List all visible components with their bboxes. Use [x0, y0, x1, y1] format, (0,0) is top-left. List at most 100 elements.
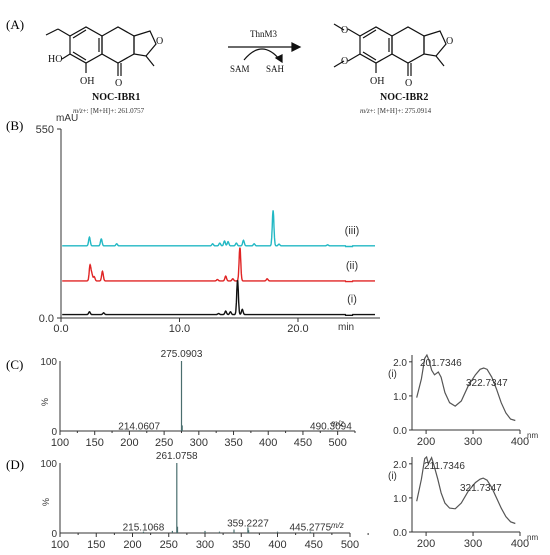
panel-label-c: (C): [6, 357, 23, 372]
uv-d-x-tick-label: 400: [511, 538, 529, 550]
ms-c-x-tick-label: 500: [328, 437, 346, 449]
substrate-keto-oxygen: O: [115, 78, 122, 89]
uv-c-y-tick-label: 1.0: [393, 392, 407, 403]
hplc-trace-1: [62, 210, 375, 248]
hplc-trace-3: [62, 280, 375, 316]
uv-d-spectrum-line: [416, 455, 516, 525]
panel-label-a: (A): [6, 17, 24, 32]
ms-c-y-tick-label: 100: [40, 357, 57, 368]
ms-c-y-tick-label: 0: [51, 427, 57, 438]
ms-d-peak-label: 445.2775: [289, 523, 331, 534]
uv-c-peak2: 322.7347: [466, 378, 508, 389]
ms-c-x-tick-label: 150: [86, 437, 104, 449]
uv-d-peak2: 321.7347: [460, 483, 502, 494]
ms-d-xlabel: m/z: [331, 521, 344, 530]
product-keto-oxygen: O: [405, 78, 412, 89]
hplc-x-tick-label: 10.0: [169, 323, 190, 335]
ms-d-x-tick-label: 250: [160, 539, 178, 551]
ms-d-x-tick-label: 400: [268, 539, 286, 551]
uv-c-peak1: 201.7346: [420, 358, 462, 369]
ms-c-peak-label: 214.0607: [118, 421, 160, 432]
uv-d-label: (i): [388, 471, 397, 482]
uv-d-y-tick-label: 2.0: [393, 460, 407, 471]
ms-d-x-tick-label: 150: [87, 539, 105, 551]
ms-c-x-tick-label: 200: [120, 437, 138, 449]
hplc-x-tick-label: 0.0: [53, 323, 68, 335]
uv-chart-c: (i) nm 200 300 400 0.0 1.0 2.0 201.7346 322.7…: [388, 353, 538, 448]
product-structure: [333, 23, 447, 76]
substrate-oh1-atom: HO: [48, 54, 62, 65]
ms-c-peak-label: 275.0903: [161, 349, 203, 360]
uv-c-y-tick-label: 2.0: [393, 358, 407, 369]
ms-d-x-tick-label: 300: [196, 539, 214, 551]
uv-chart-d: (i) nm 200 300 400 0.0 1.0 2.0 211.7346 321.7…: [388, 455, 538, 550]
hplc-series-label: (i): [347, 294, 357, 306]
ms-d-x-tick-label: 200: [123, 539, 141, 551]
ms-c-x-tick-label: 450: [294, 437, 312, 449]
ms-c-x-tick-label: 400: [259, 437, 277, 449]
panel-label-d: (D): [6, 457, 24, 472]
hplc-y-tick-label: 0.0: [39, 313, 54, 325]
uv-d-x-tick-label: 300: [464, 538, 482, 550]
ms-d-x-tick-label: 450: [305, 539, 323, 551]
cofactor-sam-label: SAM: [230, 64, 250, 74]
ms-d-x-tick-label: 500: [341, 539, 359, 551]
uv-d-xlabel: nm: [527, 533, 538, 542]
uv-d-peak1: 211.7346: [424, 461, 465, 472]
product-o2-atom: O: [341, 56, 348, 67]
ms-d-x-tick-label: 350: [232, 539, 250, 551]
ms-c-ylabel: %: [40, 398, 50, 406]
hplc-ticks: 0.0 10.0 20.0 0.0 550: [36, 124, 309, 335]
substrate-structure: [45, 26, 157, 76]
ms-c-x-tick-label: 300: [190, 437, 208, 449]
uv-c-xlabel: nm: [527, 431, 538, 440]
cofactor-sah-label: SAH: [266, 64, 285, 74]
uv-d-x-tick-label: 200: [417, 538, 435, 550]
hplc-series: (iii) (ii) (i): [62, 210, 375, 316]
panel-label-b: (B): [6, 118, 23, 133]
product-o1-atom: O: [341, 25, 348, 36]
ms-c-xlabel: m/z: [331, 419, 344, 428]
uv-c-label: (i): [388, 369, 397, 380]
ms-d-ylabel: %: [41, 498, 51, 506]
hplc-y-tick-label: 550: [36, 124, 54, 136]
hplc-xlabel: min: [338, 322, 354, 333]
ms-c-x-tick-label: 100: [51, 437, 69, 449]
ms-c-x-tick-label: 250: [155, 437, 173, 449]
product-ring-oxygen: O: [446, 36, 453, 47]
hplc-x-tick-label: 20.0: [287, 323, 308, 335]
reaction-arrow: [228, 42, 302, 64]
ms-d-y-tick-label: 0: [51, 529, 57, 540]
hplc-ylabel: mAU: [56, 113, 78, 124]
product-oh-atom: OH: [370, 76, 384, 87]
substrate-name: NOC-IBR1: [92, 92, 140, 103]
scheme-panel: (A) HO OH O O NOC-IBR1 m/z+: [M+H]+: 261…: [6, 17, 453, 115]
uv-c-x-tick-label: 400: [511, 436, 529, 448]
product-name: NOC-IBR2: [380, 92, 428, 103]
ms-d-y-tick-label: 100: [40, 459, 57, 470]
ms-c-peak-label: 490.3094: [310, 421, 352, 432]
ms-d-peak-label: 261.0758: [156, 451, 198, 462]
uv-c-x-tick-label: 300: [464, 436, 482, 448]
product-mz: m/z+: [M+H]+: 275.0914: [360, 107, 432, 115]
uv-c-x-tick-label: 200: [417, 436, 435, 448]
hplc-trace-2: [62, 247, 375, 283]
ms-d-x-tick-label: 100: [51, 539, 69, 551]
uv-c-y-tick-label: 0.0: [393, 426, 407, 437]
ms-d-peak-label: 359.2227: [227, 518, 269, 529]
uv-d-y-tick-label: 0.0: [393, 528, 407, 539]
enzyme-label: ThnM3: [250, 29, 278, 39]
uv-c-spectrum-line: [416, 353, 516, 422]
uv-d-y-tick-label: 1.0: [393, 494, 407, 505]
hplc-series-label: (ii): [346, 260, 358, 272]
substrate-ring-oxygen: O: [156, 36, 163, 47]
substrate-oh2-atom: OH: [80, 76, 94, 87]
substrate-mz: m/z+: [M+H]+: 261.0757: [73, 107, 145, 115]
ms-d-peak-label: 215.1068: [123, 523, 165, 534]
hplc-series-label: (iii): [345, 225, 360, 237]
ms-c-x-tick-label: 350: [224, 437, 242, 449]
